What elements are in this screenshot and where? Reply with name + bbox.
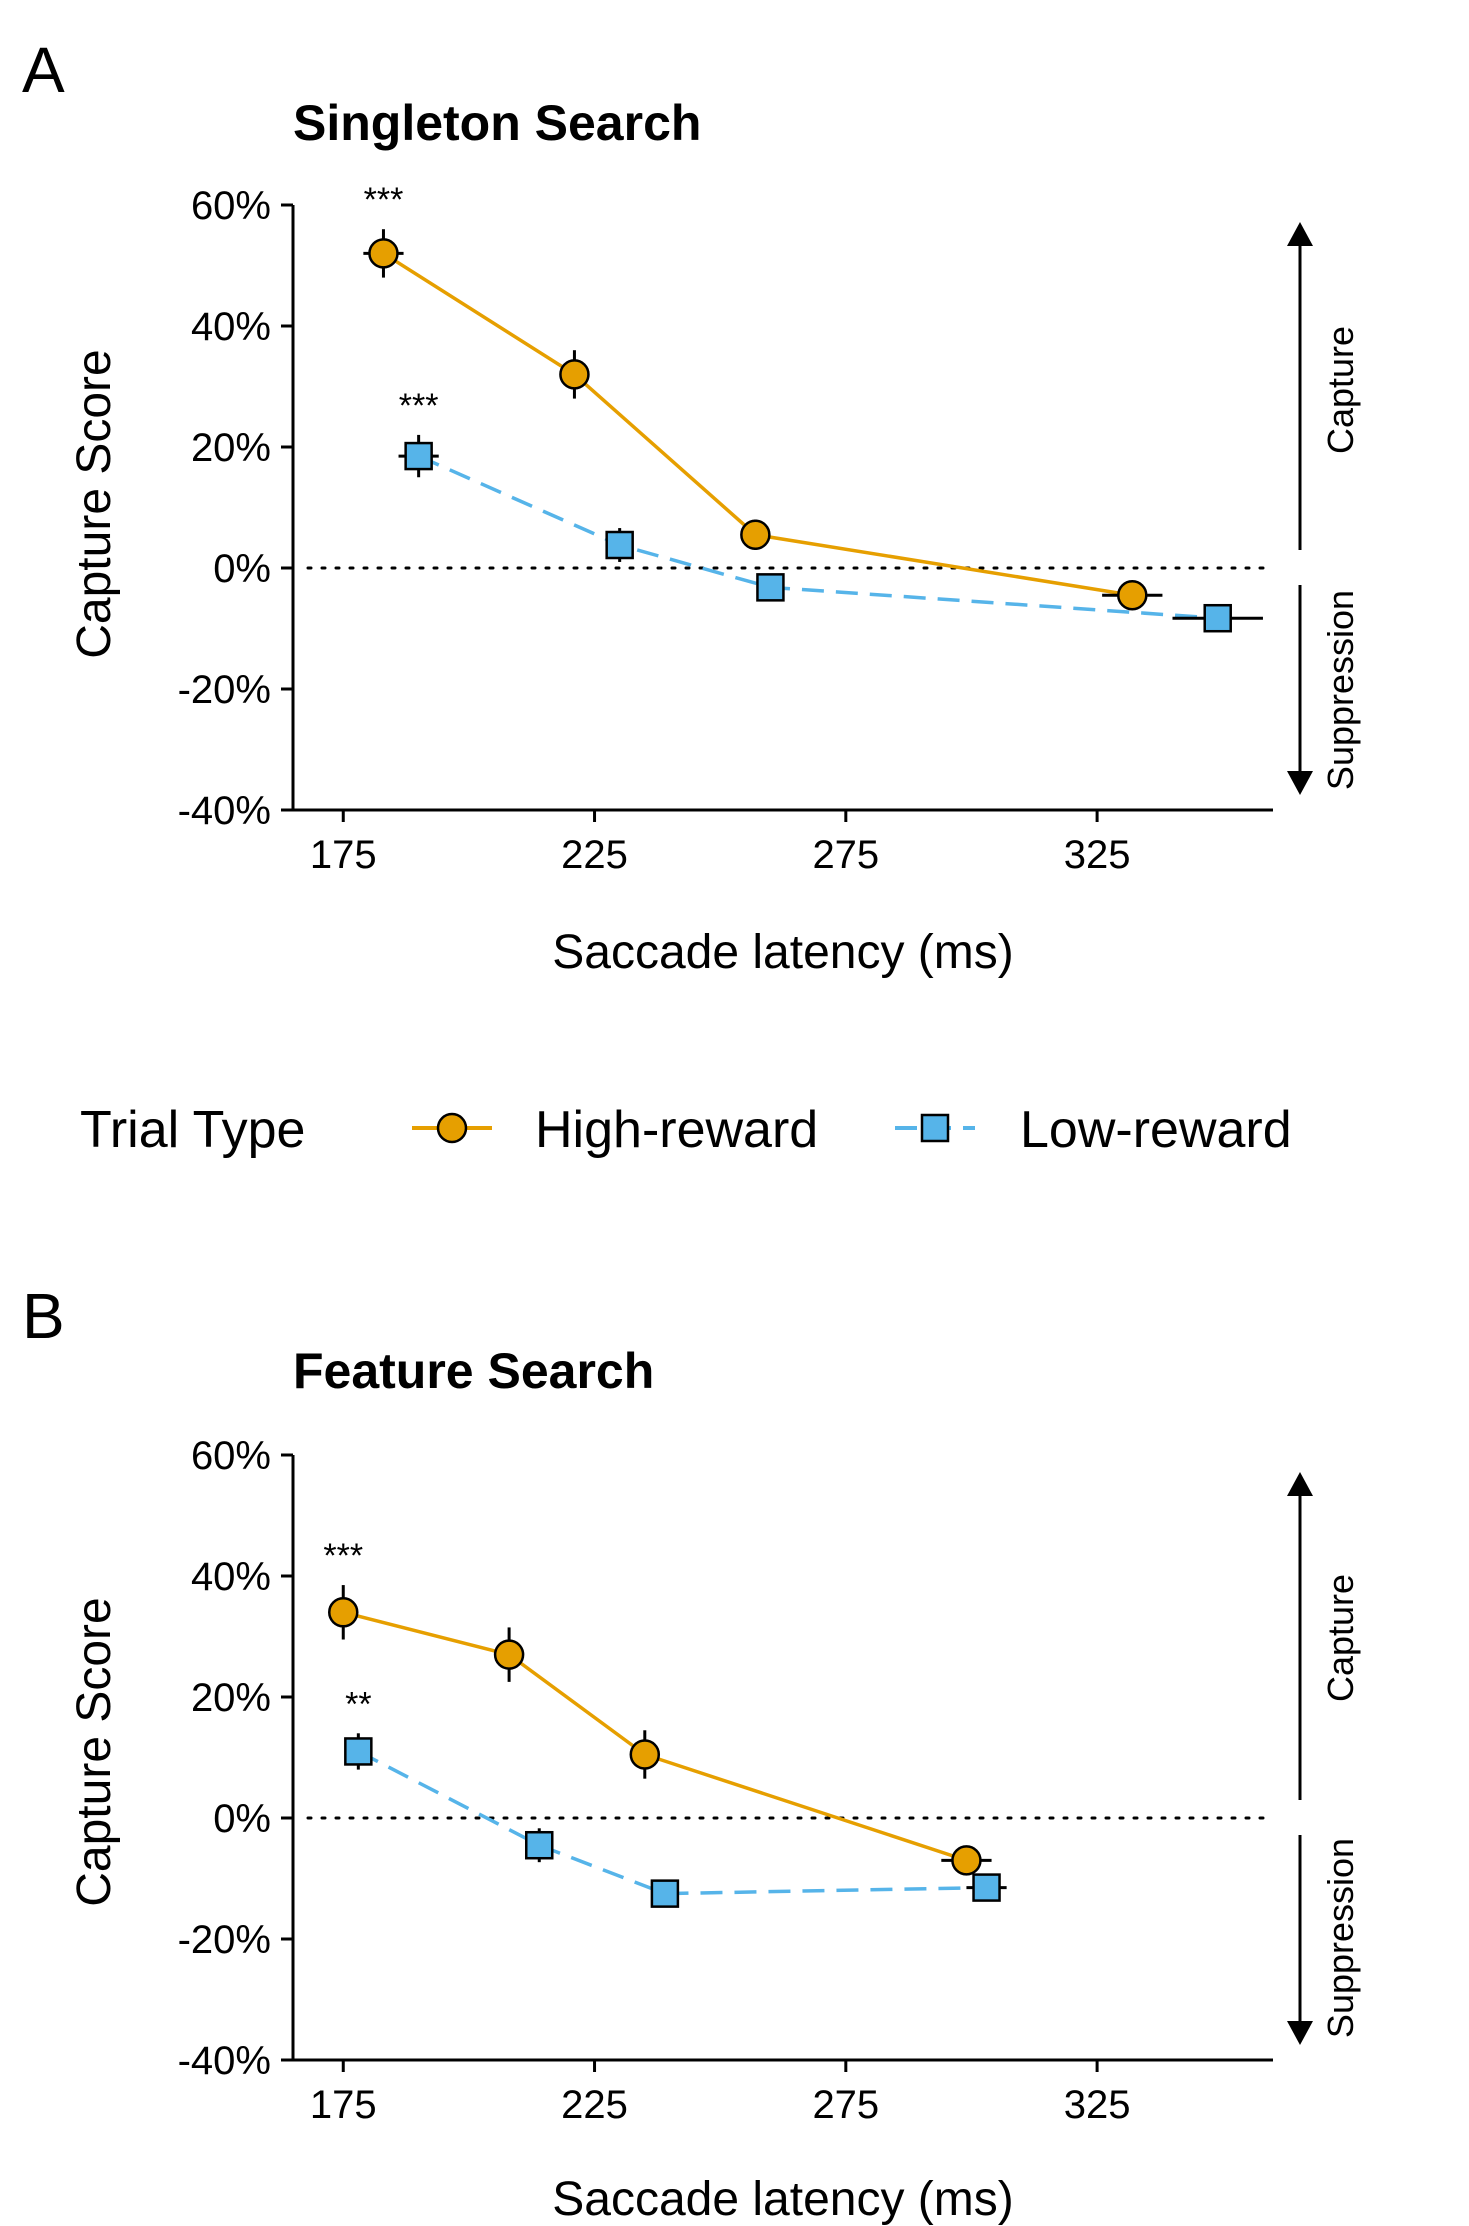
chart-title-b: Feature Search [293,1343,654,1399]
y-axis-title-b: Capture Score [68,1597,121,1907]
significance-label: *** [323,1537,363,1575]
data-point-low [972,1873,1001,1902]
data-point-high [740,519,771,550]
side-label-suppression-b: Suppression [1320,1838,1361,2038]
series-line-high [382,251,1133,597]
legend-high-label: High-reward [535,1101,818,1159]
significance-label: *** [364,181,404,219]
data-point-low [650,1879,680,1908]
y-tick-label: 40% [191,305,271,349]
data-point-high [951,1845,982,1876]
y-tick-label: 0% [213,1797,271,1841]
series-line-low [417,454,1218,620]
data-point-high [328,1597,359,1628]
y-tick-label: 60% [191,184,271,228]
panel-letter-b: B [22,1280,65,1352]
significance-label: *** [399,387,439,425]
side-label-suppression-a: Suppression [1320,590,1361,790]
x-tick-label: 225 [561,833,628,877]
arrow-up-icon [1287,1472,1313,1496]
y-tick-label: -40% [178,2039,271,2083]
data-point-low [404,441,433,471]
chart-title-a: Singleton Search [293,95,701,151]
y-tick-label: -20% [178,668,271,712]
data-point-low [756,573,785,602]
plot-area-a: -40% -20% 0% 20% 40% 60% 175 225 275 325 *** *** [178,181,1313,877]
legend-low-marker [920,1113,950,1143]
data-point-high [368,238,399,269]
series-line-high [342,1610,967,1863]
arrow-down-icon [1287,771,1313,795]
panel-letter-a: A [22,34,65,106]
data-point-high [493,1639,525,1670]
x-tick-label: 225 [561,2083,628,2127]
x-tick-label: 325 [1064,2083,1131,2127]
data-point-high [629,1739,661,1770]
x-tick-label: 175 [310,2083,377,2127]
legend: Trial Type High-reward Low-reward [80,1101,1292,1159]
x-tick-label: 325 [1064,833,1131,877]
x-axis-title-a: Saccade latency (ms) [552,926,1014,979]
data-point-low [605,530,634,560]
legend-high-marker [436,1112,468,1144]
legend-title: Trial Type [80,1101,305,1159]
y-tick-label: 40% [191,1555,271,1599]
legend-low-label: Low-reward [1020,1101,1292,1159]
plot-area-b: -40%-20%0%20%40%60%175 225 275 325***** [178,1434,1313,2127]
x-tick-label: 175 [310,833,377,877]
x-tick-label: 275 [812,2083,879,2127]
data-point-low [344,1737,373,1766]
data-point-high [559,359,590,390]
side-label-capture-b: Capture [1320,1574,1361,1702]
side-label-capture-a: Capture [1320,326,1361,454]
x-axis-title-b: Saccade latency (ms) [552,2173,1014,2226]
panel-a: A Singleton Search Capture Score Saccade… [22,34,1361,979]
panel-b: B Feature Search Capture Score Saccade l… [22,1280,1361,2226]
y-tick-label: -20% [178,1918,271,1962]
series-line-low [357,1749,987,1896]
y-tick-label: 60% [191,1434,271,1478]
arrow-down-icon [1287,2021,1313,2045]
y-tick-label: -40% [178,789,271,833]
y-tick-label: 0% [213,547,271,591]
significance-label: ** [345,1685,371,1723]
data-point-low [1203,603,1232,633]
data-point-high [1117,579,1148,611]
data-point-low [525,1830,554,1860]
y-axis-title-a: Capture Score [68,349,121,659]
arrow-up-icon [1287,222,1313,246]
y-tick-label: 20% [191,426,271,470]
y-tick-label: 20% [191,1676,271,1720]
x-tick-label: 275 [812,833,879,877]
